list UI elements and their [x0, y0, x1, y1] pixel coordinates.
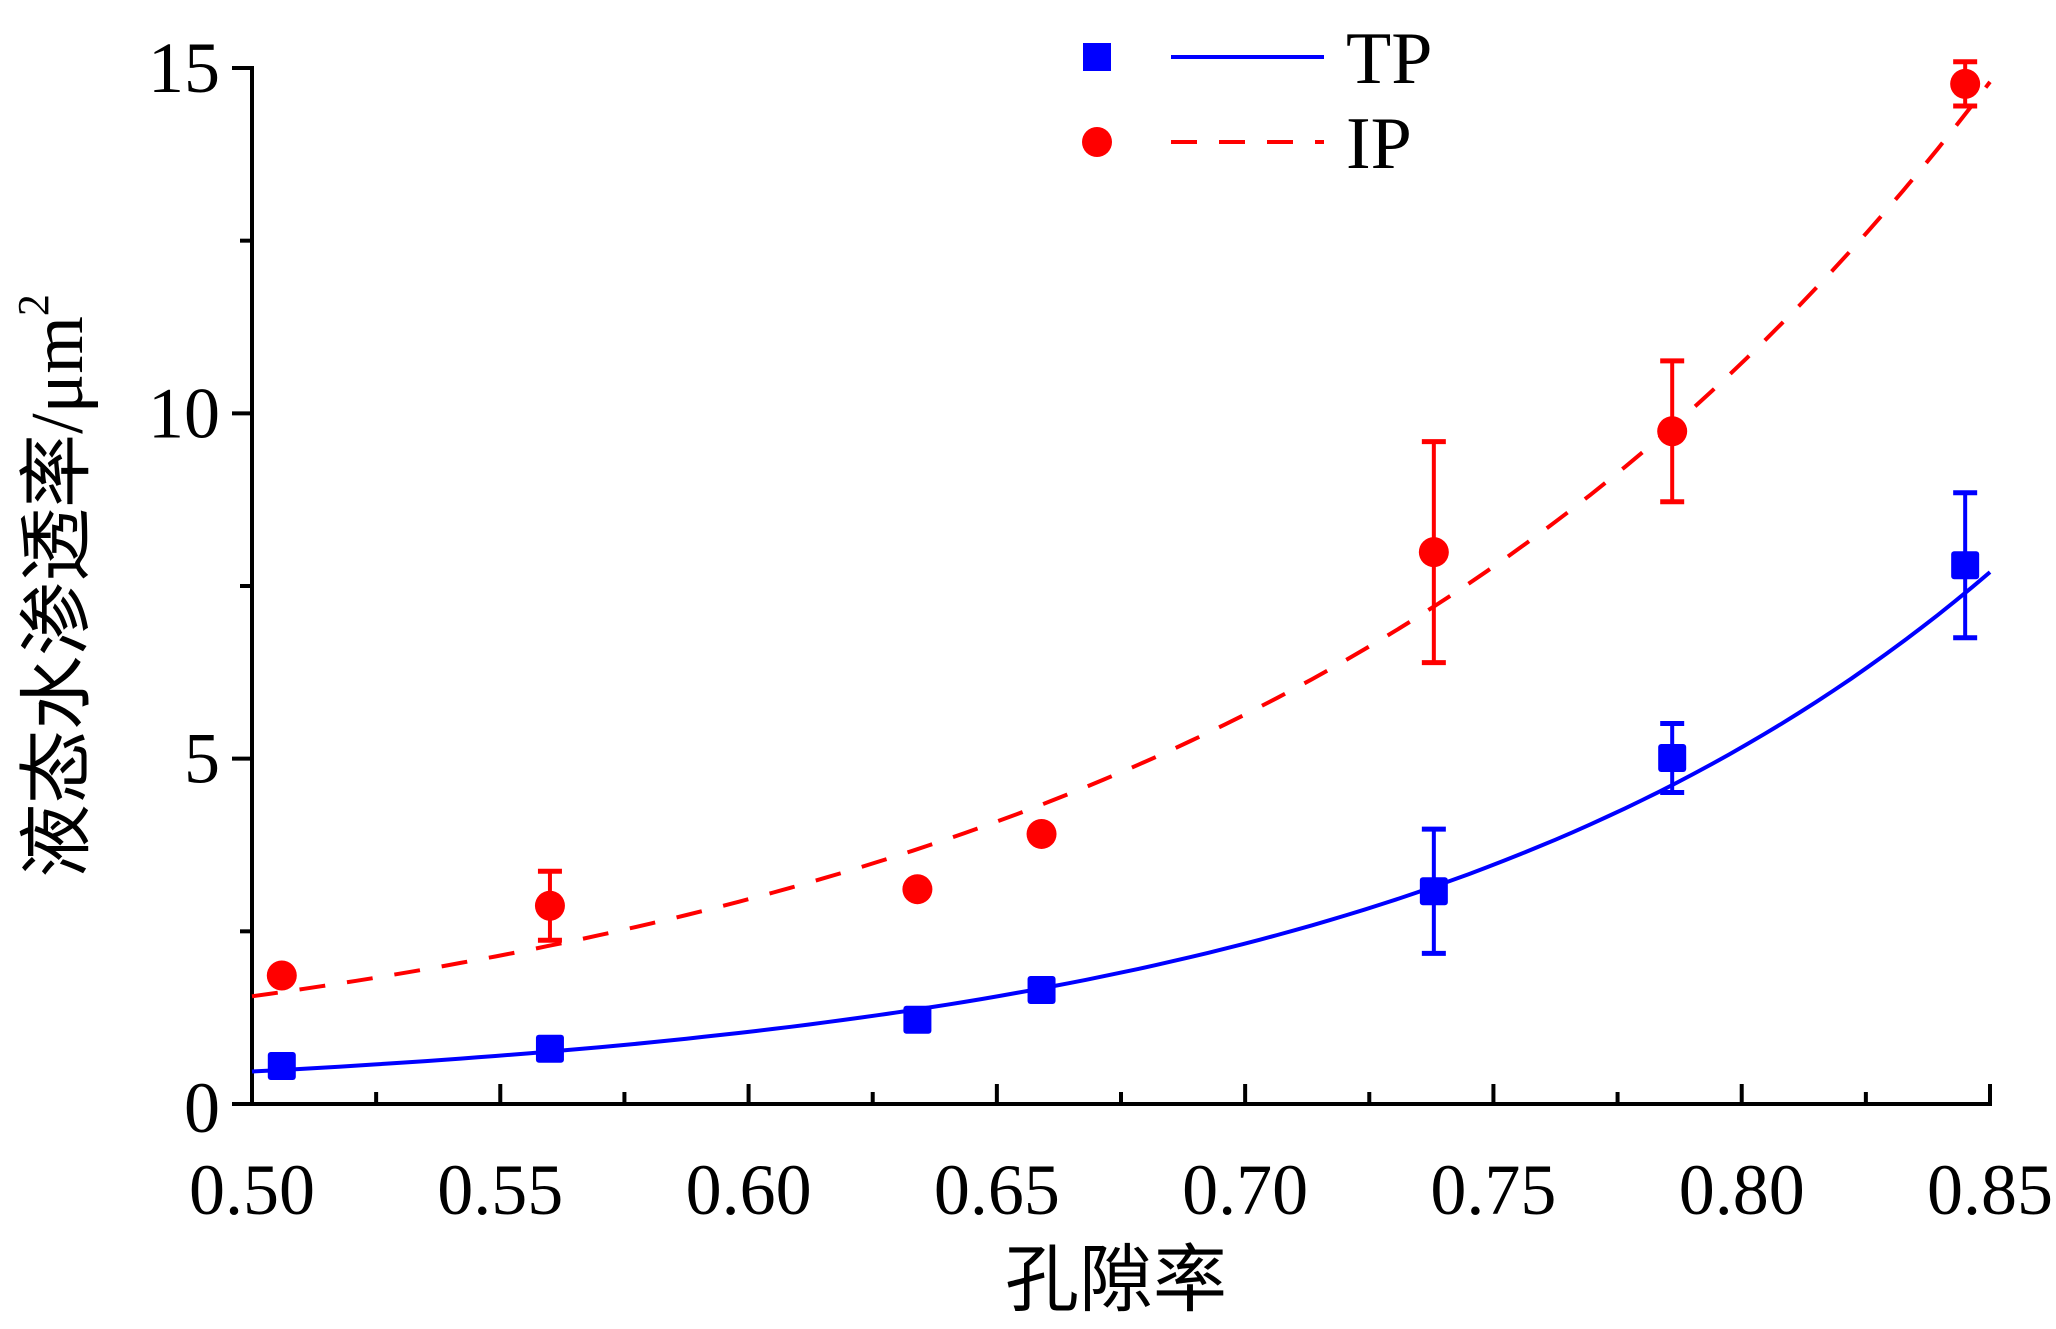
- data-point-TP: [267, 1052, 296, 1081]
- x-tick-label: 0.65: [934, 1150, 1060, 1230]
- x-tick-label: 0.70: [1182, 1150, 1308, 1230]
- x-tick-label: 0.55: [437, 1150, 563, 1230]
- data-point-IP: [534, 890, 565, 921]
- y-axis-label-superscript: 2: [9, 294, 58, 316]
- x-tick-label: 0.50: [189, 1150, 315, 1230]
- y-tick-label: 5: [184, 719, 220, 799]
- data-point-TP: [1658, 743, 1687, 772]
- data-point-TP: [1951, 551, 1980, 580]
- y-tick-label: 0: [184, 1068, 220, 1148]
- legend-marker-IP: [1082, 127, 1112, 157]
- x-tick-label: 0.80: [1679, 1150, 1805, 1230]
- data-point-TP: [1419, 877, 1448, 906]
- y-axis-label: 液态水渗透率/μm2: [9, 294, 99, 878]
- data-points: [266, 59, 1981, 1081]
- legend-label-TP: TP: [1346, 18, 1432, 100]
- fit-line-IP: [251, 80, 1992, 999]
- fit-line-TP: [251, 570, 1992, 1074]
- data-point-TP: [1027, 976, 1056, 1005]
- x-tick-label: 0.75: [1430, 1150, 1556, 1230]
- data-point-IP: [902, 874, 933, 905]
- y-tick-label: 10: [148, 373, 220, 453]
- legend-marker-TP: [1083, 43, 1111, 71]
- data-point-TP: [535, 1034, 564, 1063]
- fit-lines: [251, 80, 1992, 1074]
- x-axis-label: 孔隙率: [1005, 1240, 1227, 1322]
- y-axis-label-text: 液态水渗透率/μm: [17, 316, 99, 878]
- legend-label-IP: IP: [1346, 103, 1412, 185]
- data-point-IP: [1657, 416, 1688, 447]
- x-tick-label: 0.85: [1927, 1150, 2053, 1230]
- data-point-IP: [1026, 818, 1057, 849]
- data-point-IP: [266, 960, 297, 991]
- y-tick-label: 15: [148, 28, 220, 108]
- data-point-IP: [1950, 68, 1981, 99]
- axes: 0.50 0.55 0.60 0.65 0.70 0.75 0.80 0.85 0 5 10 15: [148, 28, 2053, 1230]
- x-tick-label: 0.60: [686, 1150, 812, 1230]
- data-point-IP: [1418, 537, 1449, 568]
- data-point-TP: [903, 1005, 932, 1034]
